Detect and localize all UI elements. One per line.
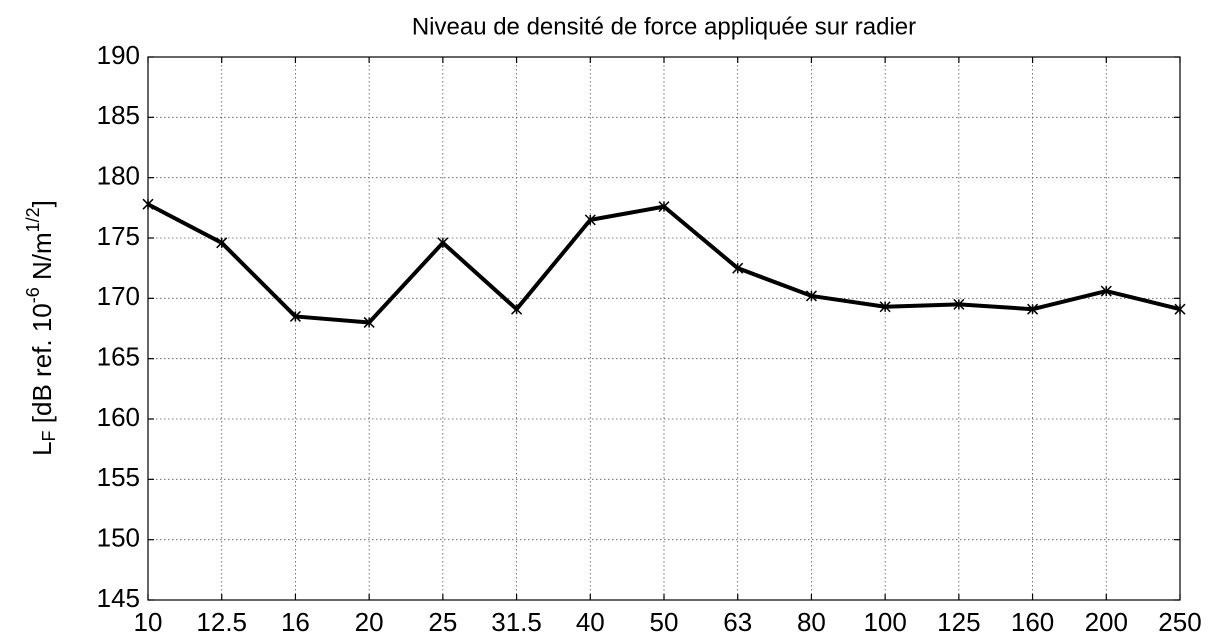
x-tick-label: 200 [1085, 607, 1128, 637]
data-marker [289, 310, 301, 322]
y-tick-label: 160 [97, 402, 140, 432]
y-tick-label: 170 [97, 281, 140, 311]
y-label-part: 1/2 [23, 207, 43, 232]
x-tick-label: 250 [1158, 607, 1201, 637]
y-label-part: -6 [23, 287, 43, 303]
data-marker [805, 290, 817, 302]
data-marker [1027, 303, 1039, 315]
y-label-part: F [39, 430, 59, 441]
data-marker [732, 262, 744, 274]
data-marker [658, 201, 670, 213]
x-tick-label: 50 [650, 607, 679, 637]
y-tick-label: 180 [97, 161, 140, 191]
data-marker [1100, 285, 1112, 297]
y-tick-label: 155 [97, 462, 140, 492]
x-tick-label: 80 [797, 607, 826, 637]
chart-title: Niveau de densité de force appliquée sur… [412, 13, 916, 40]
y-tick-label: 165 [97, 342, 140, 372]
y-label-part: L [27, 441, 57, 455]
x-tick-label: 12.5 [196, 607, 247, 637]
y-axis-label: LF [dB ref. 10-6 N/m1/2] [23, 200, 59, 456]
x-tick-label: 16 [281, 607, 310, 637]
data-marker [584, 214, 596, 226]
y-tick-label: 190 [97, 40, 140, 70]
x-tick-label: 31.5 [491, 607, 542, 637]
data-marker [511, 303, 523, 315]
x-tick-label: 125 [937, 607, 980, 637]
y-tick-label: 175 [97, 221, 140, 251]
data-marker [1174, 303, 1186, 315]
y-label-part: N/m [27, 232, 57, 287]
x-tick-label: 160 [1011, 607, 1054, 637]
y-label-part: ] [27, 200, 57, 207]
y-tick-label: 150 [97, 523, 140, 553]
data-marker [437, 237, 449, 249]
data-marker [142, 198, 154, 210]
x-tick-label: 63 [723, 607, 752, 637]
y-label-part: [dB ref. 10 [27, 303, 57, 430]
data-marker [216, 237, 228, 249]
x-tick-label: 100 [863, 607, 906, 637]
data-marker [953, 298, 965, 310]
data-marker [363, 316, 375, 328]
y-tick-label: 185 [97, 100, 140, 130]
data-marker [879, 301, 891, 313]
x-tick-label: 40 [576, 607, 605, 637]
plot-frame [147, 56, 1181, 601]
x-tick-label: 20 [355, 607, 384, 637]
x-tick-label: 25 [428, 607, 457, 637]
x-tick-label: 10 [134, 607, 163, 637]
y-tick-label: 145 [97, 583, 140, 613]
